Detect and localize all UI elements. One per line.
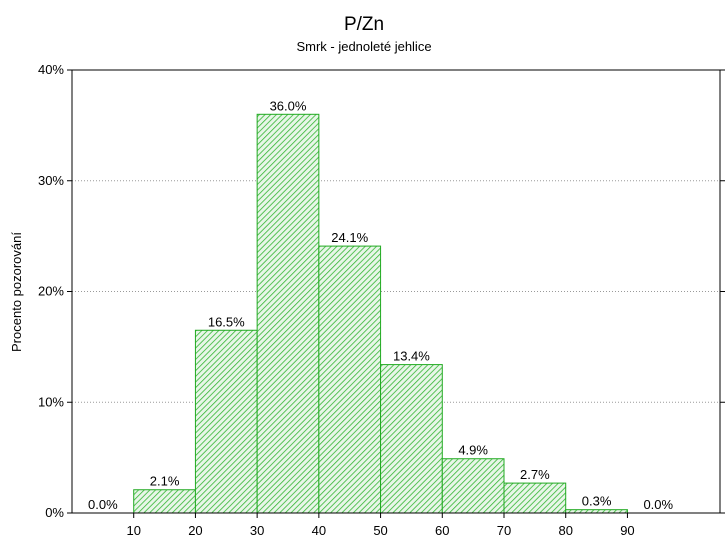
data-labels: 0.0% 2.1% 16.5% 36.0% 24.1% 13.4% 4.9% 2.7% 0.3%…	[88, 98, 674, 512]
y-tick-label-1: 10%	[38, 394, 64, 409]
x-tick-label-4: 50	[373, 523, 387, 538]
x-axis-ticks: 10 20 30 40 50 60 70 80 90	[126, 513, 635, 538]
data-label-9: 0.0%	[643, 497, 673, 512]
data-label-5: 13.4%	[393, 349, 430, 364]
bars	[133, 113, 628, 514]
x-tick-label-5: 60	[435, 523, 449, 538]
y-tick-label-4: 40%	[38, 62, 64, 77]
bar-5	[380, 364, 443, 514]
y-tick-label-0: 0%	[45, 505, 64, 520]
bar-7	[503, 482, 567, 514]
data-label-4: 24.1%	[331, 230, 368, 245]
data-label-2: 16.5%	[208, 314, 245, 329]
y-tick-label-2: 20%	[38, 284, 64, 299]
bar-6	[441, 458, 505, 514]
data-label-7: 2.7%	[520, 467, 550, 482]
data-label-1: 2.1%	[150, 474, 180, 489]
data-label-6: 4.9%	[458, 443, 488, 458]
chart-subtitle: Smrk - jednoleté jehlice	[296, 39, 431, 54]
bar-4	[318, 245, 382, 514]
x-tick-label-1: 20	[188, 523, 202, 538]
x-tick-label-3: 40	[312, 523, 326, 538]
bar-1	[133, 489, 196, 514]
x-tick-label-8: 90	[620, 523, 634, 538]
y-axis-label: Procento pozorování	[9, 232, 24, 352]
x-tick-label-7: 80	[558, 523, 572, 538]
x-tick-label-2: 30	[250, 523, 264, 538]
chart-title: P/Zn	[344, 14, 384, 35]
bar-3	[256, 113, 320, 514]
y-axis-ticks: 0% 10% 20% 30% 40%	[38, 62, 725, 520]
data-label-0: 0.0%	[88, 497, 118, 512]
data-label-3: 36.0%	[270, 98, 307, 113]
data-label-8: 0.3%	[582, 494, 612, 509]
x-tick-label-6: 70	[497, 523, 511, 538]
y-tick-label-3: 30%	[38, 173, 64, 188]
x-tick-label-0: 10	[126, 523, 140, 538]
bar-2	[194, 329, 258, 514]
